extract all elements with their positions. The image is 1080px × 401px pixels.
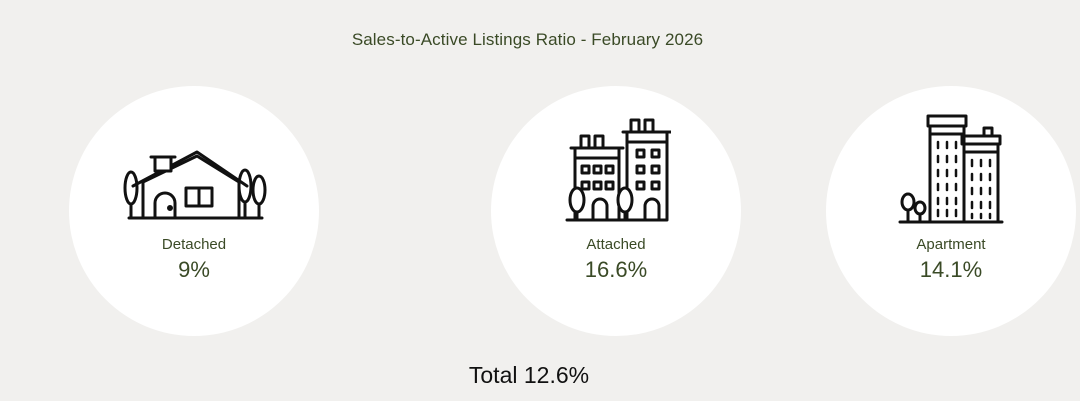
house-with-trees-icon [69,110,319,230]
detached-card: Detached 9% [69,86,319,336]
total-ratio: Total 12.6% [468,362,590,388]
category-label: Apartment [916,236,986,253]
townhouse-buildings-icon [491,110,741,230]
category-value: 9% [178,257,210,282]
page-title: Sales-to-Active Listings Ratio - Februar… [351,30,704,49]
category-value: 14.1% [919,257,983,282]
category-label: Attached [586,236,646,253]
apartment-tower-icon [826,110,1076,230]
category-label: Detached [161,236,227,253]
apartment-card: Apartment 14.1% [826,86,1076,336]
attached-card: Attached 16.6% [491,86,741,336]
category-value: 16.6% [584,257,648,282]
